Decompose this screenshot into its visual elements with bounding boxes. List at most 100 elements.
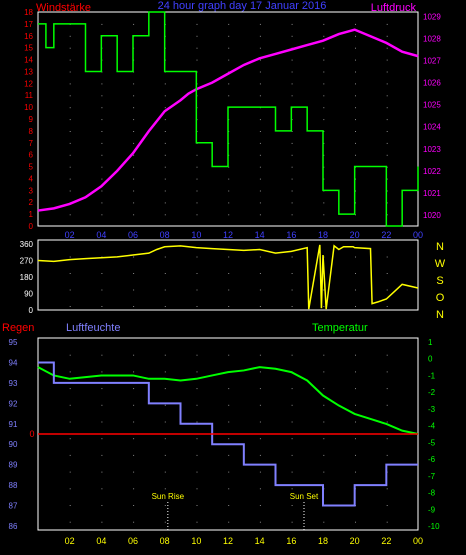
x-tick-label: 02 [65,536,75,546]
grid-dot [164,371,166,373]
grid-dot [386,438,388,440]
grid-dot [323,23,325,25]
right-tick-label: 1024 [423,123,441,132]
grid-dot [323,142,325,144]
grid-dot [228,521,230,523]
humidity-axis-title: Luftfeuchte [66,322,120,334]
grid-dot [386,404,388,406]
grid-dot [133,214,135,216]
left-tick-label: 5 [29,163,34,172]
grid-dot [69,471,71,473]
grid-dot [69,214,71,216]
temperature-tick-label: -10 [428,522,440,531]
grid-dot [323,131,325,132]
top-plot-frame [37,11,419,227]
grid-dot [355,202,356,204]
x-tick-label: 06 [128,230,138,240]
grid-dot [323,202,325,204]
grid-dot [133,95,135,97]
grid-dot [386,166,388,168]
right-tick-label: 1028 [423,34,441,43]
grid-dot [101,388,103,390]
grid-dot [101,306,103,307]
grid-dot [133,438,135,440]
grid-dot [259,421,261,423]
grid-dot [291,119,293,121]
top-chart-title: 24 hour graph day 17 Januar 2016 [158,0,327,12]
grid-dot [196,273,198,274]
grid-dot [355,521,356,523]
grid-dot [386,95,388,97]
grid-dot [69,107,71,109]
grid-dot [323,404,325,406]
grid-dot [69,306,71,307]
grid-dot [101,471,103,473]
grid-dot [228,454,230,456]
x-tick-label: 06 [128,536,138,546]
grid-dot [259,404,261,406]
rain-zero-tick: 0 [29,429,34,439]
wind-tick-label: 0 [29,306,34,315]
left-tick-label: 14 [24,56,33,65]
wind-tick-label: 180 [20,273,34,282]
grid-dot [164,289,166,291]
right-tick-label: 1023 [423,145,441,154]
grid-dot [133,202,135,204]
pressure-line [37,28,419,212]
left-tick-label: 12 [24,79,33,88]
grid-dot [323,388,325,390]
grid-dot [228,273,230,274]
sun-label: Sun Rise [152,492,185,501]
grid-dot [323,83,325,85]
grid-dot [386,142,388,144]
left-tick-label: 15 [24,44,33,53]
grid-dot [355,471,356,473]
wind-tick-label: 360 [20,240,34,249]
grid-dot [355,95,356,97]
grid-dot [355,23,356,25]
right-tick-label: 1021 [423,189,441,198]
temperature-tick-label: -6 [428,455,436,464]
grid-dot [101,289,103,291]
grid-dot [355,119,356,121]
grid-dot [101,154,103,156]
grid-dot [355,47,356,49]
compass-label: O [436,292,445,304]
grid-dot [101,505,103,506]
grid-dot [133,23,135,25]
grid-dot [291,178,293,180]
grid-dot [323,35,325,37]
grid-dot [259,273,261,274]
grid-dot [164,142,166,144]
right-tick-label: 1026 [423,79,441,88]
humidity-tick-label: 93 [9,379,18,388]
grid-dot [196,471,198,473]
left-tick-label: 4 [29,174,34,183]
grid-dot [164,178,166,180]
grid-dot [133,154,135,156]
grid-dot [196,354,198,356]
grid-dot [133,505,135,506]
bottom-series [37,361,419,507]
left-tick-label: 9 [29,115,34,124]
grid-dot [196,404,198,406]
temperature-tick-label: -7 [428,472,436,481]
grid-dot [164,119,166,121]
grid-dot [291,454,293,456]
grid-dot [386,371,388,373]
grid-dot [228,202,230,204]
wind-direction-line [37,244,419,310]
grid-dot [291,438,293,440]
top-x-axis-ticks: 02 04 06 08 10 12 14 16 18 20 22 00 [65,230,423,240]
grid-dot [386,119,388,121]
grid-dot [101,119,103,121]
grid-dot [323,47,325,49]
grid-dot [228,471,230,473]
grid-dot [133,119,135,121]
humidity-tick-label: 87 [9,502,18,511]
grid-dot [228,404,230,406]
grid-dot [259,521,261,523]
left-tick-label: 1 [29,210,34,219]
grid-dot [323,354,325,356]
grid-dot [101,421,103,423]
